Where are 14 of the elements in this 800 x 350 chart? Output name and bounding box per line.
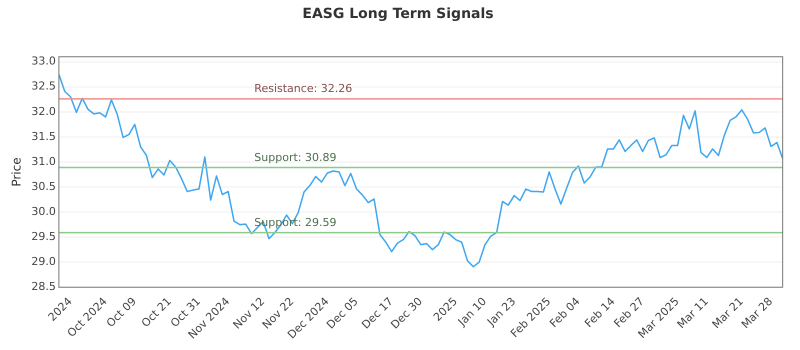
y-tick-label: 30.0 <box>31 204 56 218</box>
ref-line-label: Support: 30.89 <box>254 150 336 164</box>
y-tick-label: 29.0 <box>31 255 56 268</box>
y-tick-label: 30.5 <box>31 180 56 193</box>
y-tick-label: 31.0 <box>31 154 56 168</box>
chart-title: EASG Long Term Signals <box>302 6 494 22</box>
ref-line-label: Resistance: 32.26 <box>254 82 352 96</box>
y-tick-label: 28.5 <box>31 280 56 294</box>
y-tick-label: 32.0 <box>31 104 56 118</box>
y-tick-label: 29.5 <box>31 230 56 243</box>
y-tick-label: 31.5 <box>31 130 56 143</box>
y-tick-label: 32.5 <box>31 80 56 93</box>
y-tick-label: 33.0 <box>31 54 56 68</box>
y-axis-title: Price <box>9 157 24 187</box>
